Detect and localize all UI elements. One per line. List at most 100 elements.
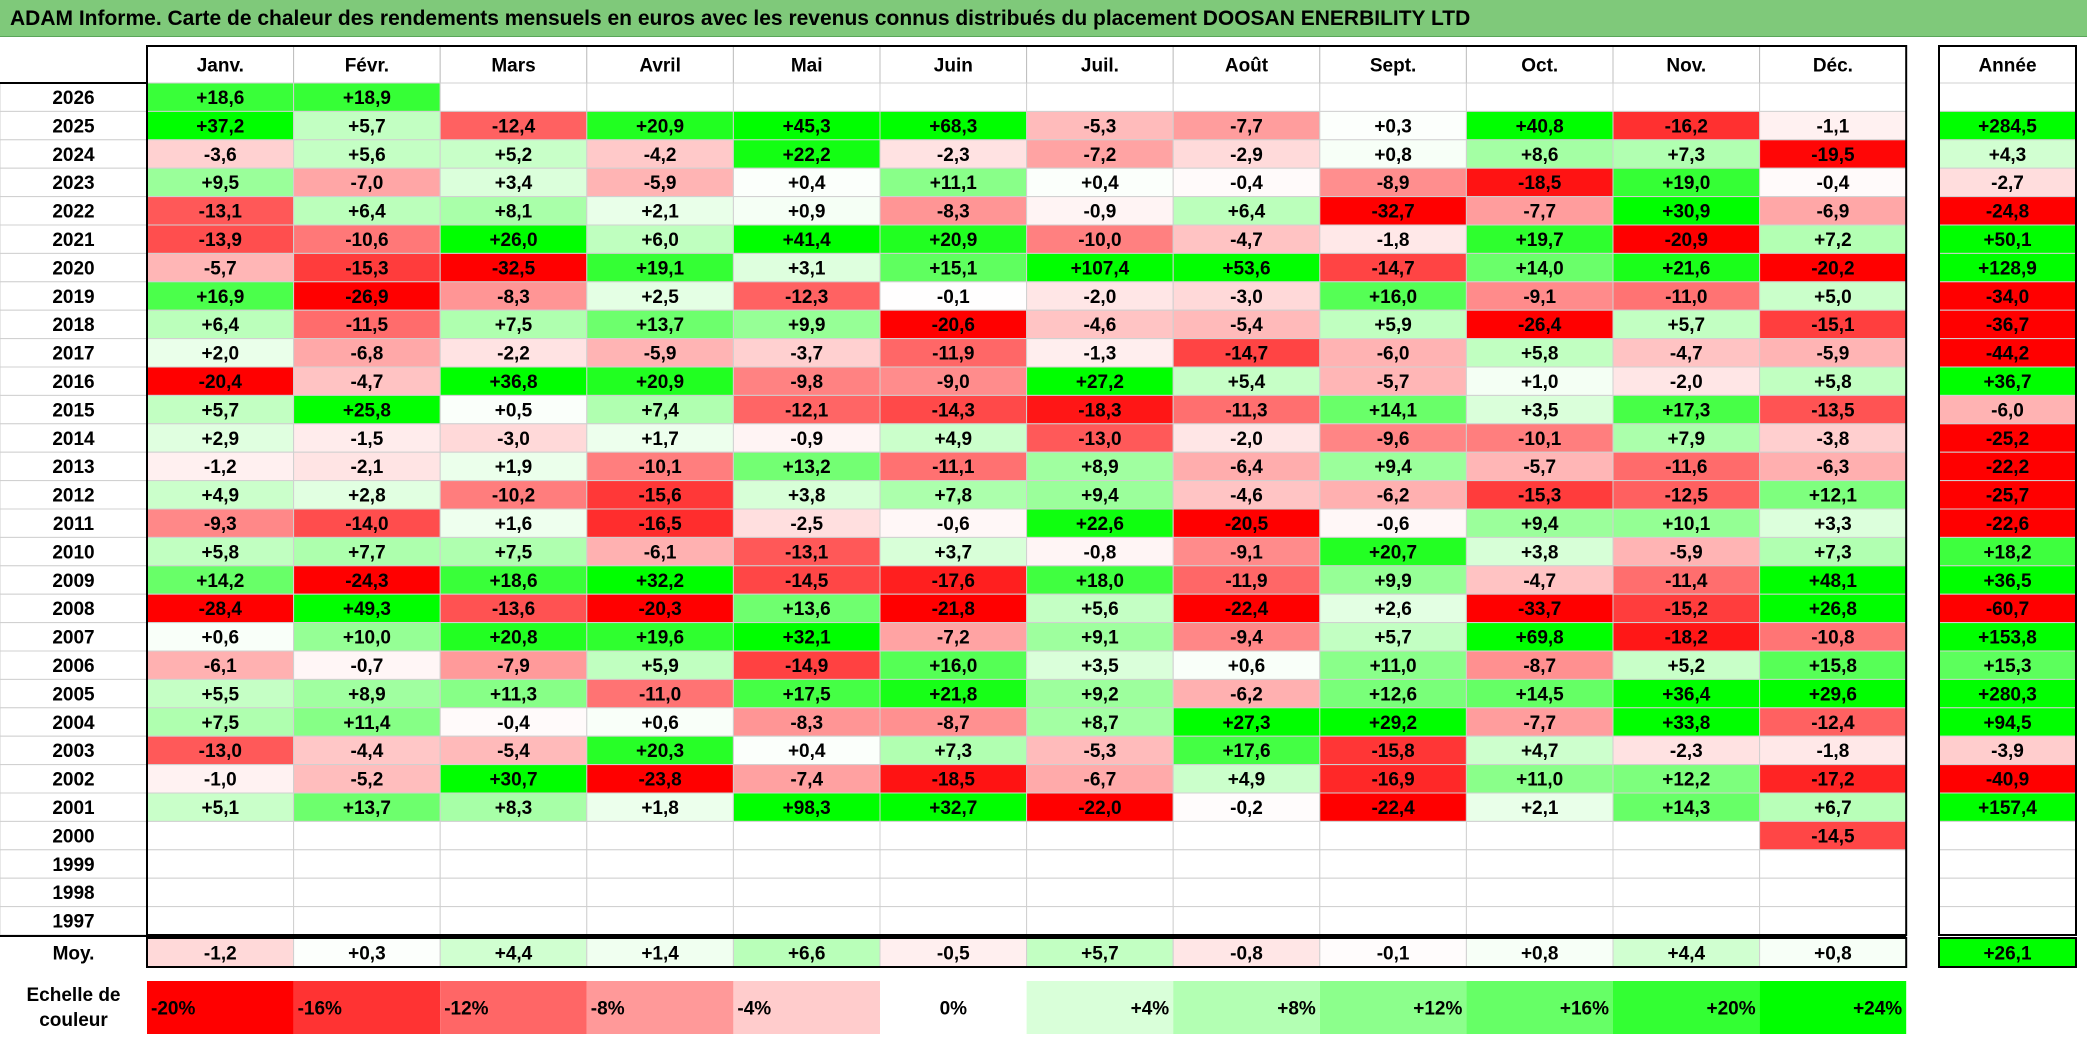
heatmap-cell-value: -13,1 [785,542,829,563]
heatmap-cell-value: -4,7 [1230,230,1263,251]
heatmap-cell-value: +13,2 [783,457,831,478]
heatmap-cell-value: -10,1 [1518,429,1562,450]
heatmap-cell-value: +27,2 [1076,372,1124,393]
heatmap-cell [1319,423,1467,453]
heatmap-cell [1465,508,1614,538]
avg-cell [586,937,734,968]
heatmap-cell-value: -12,4 [492,116,536,137]
heatmap-cell-value: -0,9 [1084,202,1117,223]
row-year-cell [0,338,148,368]
heatmap-cell [1172,451,1321,482]
heatmap-cell [146,167,295,198]
annual-cell-value: +284,5 [1978,116,2037,137]
row-year-cell [0,423,148,453]
heatmap-cell-value: -9,1 [1523,287,1556,308]
heatmap-cell [586,877,734,908]
row-year-label: 2002 [52,770,94,791]
heatmap-cell [1759,309,1907,340]
month-header-label: Avril [639,55,681,76]
heatmap-cell-value: -6,8 [351,344,384,365]
heatmap-cell [293,366,441,396]
row-year-label: 2026 [52,88,94,109]
annual-cell-value: -40,9 [1986,770,2029,791]
annual-cell [1938,849,2077,879]
heatmap-cell-value: -1,3 [1084,344,1117,365]
heatmap-cell [586,820,734,851]
heatmap-cell-value: -10,8 [1811,628,1854,649]
heatmap-cell-value: -26,4 [1518,315,1562,336]
heatmap-cell-value: +20,7 [1369,542,1417,563]
heatmap-cell-value: +8,6 [1521,145,1559,166]
heatmap-cell-value: -20,5 [1225,514,1269,535]
heatmap-cell-value: -24,3 [345,571,388,592]
heatmap-cell [146,451,295,482]
annual-cell-value: +18,2 [1983,542,2031,563]
heatmap-cell [879,707,1028,737]
row-year-label: 2015 [52,400,95,421]
heatmap-cell-value: +2,9 [202,429,240,450]
row-year-cell [0,678,148,709]
heatmap-cell [293,338,441,368]
annual-cell [1938,366,2077,396]
heatmap-cell [439,849,588,879]
heatmap-cell [1465,309,1614,340]
heatmap-cell-value: +7,5 [202,713,240,734]
heatmap-cell-value: +4,9 [1228,770,1266,791]
heatmap-cell [1465,877,1614,908]
heatmap-cell-value: +20,9 [636,116,684,137]
heatmap-cell-value: +0,8 [1374,145,1412,166]
heatmap-cell [1759,82,1907,112]
heatmap-cell-value: +5,8 [1521,344,1559,365]
heatmap-cell [439,906,588,936]
heatmap-cell-value: -11,4 [1665,571,1708,592]
heatmap-cell [439,622,588,652]
heatmap-cell-value: -13,0 [1078,429,1121,450]
row-year-cell [0,650,148,680]
heatmap-cell [879,224,1028,254]
avg-cell-value: -0,5 [937,943,970,964]
heatmap-cell-value: -22,4 [1371,798,1415,819]
heatmap-cell-value: +3,1 [788,258,826,279]
heatmap-cell-value: -10,0 [1078,230,1121,251]
heatmap-cell [1026,906,1174,936]
heatmap-cell-value: -9,0 [937,372,970,393]
heatmap-cell-value: -1,1 [1817,116,1850,137]
heatmap-cell-value: -5,9 [1670,542,1703,563]
heatmap-cell [439,792,588,822]
heatmap-cell-value: +5,4 [1228,372,1266,393]
heatmap-cell-value: +6,4 [1228,202,1266,223]
heatmap-cell [146,849,295,879]
heatmap-cell [1465,82,1614,112]
heatmap-cell-value: +5,7 [1668,315,1706,336]
annual-cell-value: -25,2 [1986,429,2029,450]
heatmap-cell-value: -3,8 [1817,429,1850,450]
heatmap-cell [1172,707,1321,737]
heatmap-cell-value: -3,0 [497,429,530,450]
heatmap-cell [1319,820,1467,851]
heatmap-cell [879,451,1028,482]
heatmap-cell [586,622,734,652]
heatmap-cell-value: -15,3 [1518,486,1561,507]
heatmap-cell [293,565,441,595]
avg-annual-value: +26,1 [1983,943,2032,964]
annual-cell [1938,139,2077,169]
heatmap-cell-value: +32,1 [783,628,832,649]
heatmap-cell [732,678,881,709]
heatmap-cell-value: +53,6 [1222,258,1270,279]
heatmap-cell-value: -32,7 [1371,202,1414,223]
heatmap-cell-value: -2,9 [1230,145,1263,166]
heatmap-cell [293,82,441,112]
heatmap-cell-value: +2,1 [1521,798,1559,819]
heatmap-cell-value: -0,2 [1230,798,1263,819]
heatmap-cell [1612,196,1761,226]
heatmap-cell-value: +3,7 [935,542,973,563]
heatmap-cell [879,139,1028,169]
heatmap-cell [1759,877,1907,908]
annual-cell [1938,508,2077,538]
avg-cell-value: +0,8 [1814,943,1852,964]
annual-cell-value: +15,3 [1983,656,2031,677]
heatmap-cell [586,110,734,141]
heatmap-cell [1026,196,1174,226]
row-year-label: 2007 [52,628,94,649]
heatmap-cell [146,394,295,425]
